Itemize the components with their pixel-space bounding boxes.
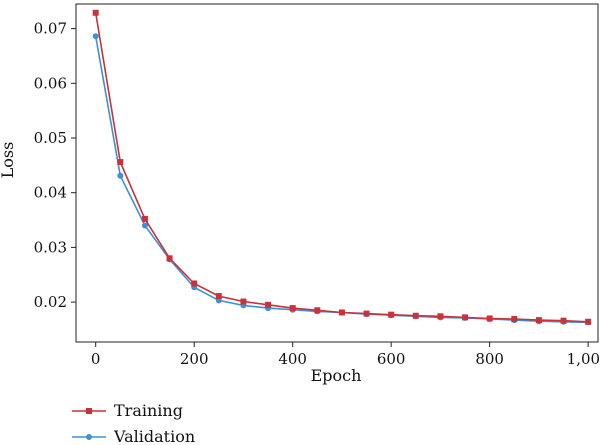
training-point [437, 313, 444, 320]
training-point [585, 318, 592, 325]
training-point [215, 293, 222, 300]
validation-series [92, 33, 592, 326]
y-tick-label: 0.06 [34, 74, 67, 92]
legend-validation-label: Validation [113, 427, 195, 445]
training-point [141, 215, 148, 222]
training-point [486, 315, 493, 322]
y-tick-label: 0.07 [34, 20, 67, 38]
x-tick-label: 400 [278, 350, 307, 368]
training-point [265, 301, 272, 308]
training-point [338, 309, 345, 316]
training-point [289, 305, 296, 312]
x-tick-label: 0 [91, 350, 101, 368]
training-point [117, 159, 124, 166]
validation-point [92, 33, 99, 40]
legend: Training Validation [72, 401, 195, 445]
x-tick-label: 1,000 [567, 350, 600, 368]
y-tick-label: 0.05 [34, 129, 67, 147]
training-point [191, 280, 198, 287]
training-series [92, 9, 592, 325]
y-axis-title: Loss [0, 142, 17, 179]
training-point [511, 316, 518, 323]
validation-point [117, 172, 124, 179]
training-point [560, 317, 567, 324]
training-point [166, 255, 173, 262]
x-tick-label: 600 [377, 350, 406, 368]
training-point [314, 307, 321, 314]
validation-line [94, 36, 589, 324]
legend-training-marker [86, 408, 92, 414]
training-point [412, 312, 419, 319]
y-tick-label: 0.02 [34, 293, 67, 311]
legend-training-label: Training [114, 401, 183, 420]
training-point [240, 298, 247, 305]
y-tick-label: 0.03 [34, 238, 67, 256]
training-point [92, 9, 99, 16]
training-point [462, 314, 469, 321]
x-tick-label: 200 [180, 350, 209, 368]
x-axis-title: Epoch [311, 366, 362, 385]
training-line [94, 12, 589, 323]
training-point [535, 317, 542, 324]
legend-validation-marker [86, 434, 92, 440]
y-tick-label: 0.04 [34, 184, 67, 202]
training-point [363, 310, 370, 317]
training-point [388, 311, 395, 318]
x-tick-label: 800 [475, 350, 504, 368]
plot-frame [75, 3, 599, 343]
validation-point [141, 222, 148, 229]
